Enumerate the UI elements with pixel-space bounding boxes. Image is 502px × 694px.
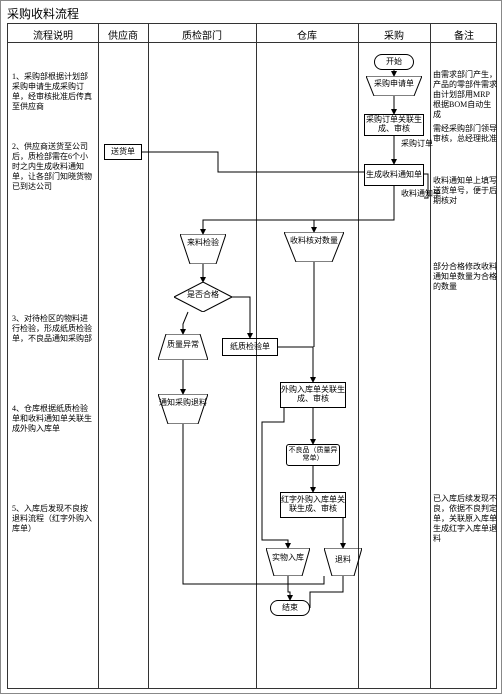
col-divider	[148, 24, 149, 688]
swimlane-grid: 流程说明 供应商 质检部门 仓库 采购 备注 1、采购部根据计划部采购申请生成采…	[7, 23, 497, 689]
step-desc-1: 1、采购部根据计划部采购申请生成采购订单，经审核批准后传真至供应商	[12, 72, 94, 112]
col-header: 采购	[358, 27, 430, 42]
label: 采购申请单	[366, 80, 422, 89]
note-1: 由需求部门产生，产品的零部件需求由计划部用MRP根据BOM自动生成	[433, 70, 497, 120]
label: 结束	[282, 604, 298, 613]
col-divider	[430, 24, 431, 688]
label: 退料	[324, 556, 362, 565]
col-header: 供应商	[98, 27, 148, 42]
process-po-generate: 采购订单关联生成、审核	[364, 114, 424, 136]
terminator-start: 开始	[374, 54, 414, 70]
start-label: 开始	[386, 58, 402, 67]
note-4: 部分合格修改收料通知单数量为合格的数量	[433, 262, 497, 292]
process-return: 退料	[324, 548, 362, 576]
label: 是否合格	[174, 291, 232, 300]
label: 实物入库	[266, 554, 310, 563]
step-desc-3: 3、对待检区的物料进行检验，形成纸质检验单，不良品通知采购部	[12, 314, 94, 344]
step-desc-2: 2、供应商送货至公司后，质检部需在6个小时之内生成收料通知单，让各部门知晓货物已…	[12, 142, 94, 192]
doc-receive-notice-label: 收料通知单	[401, 188, 447, 199]
process-check-qty: 收料核对数量	[284, 232, 344, 262]
doc-po-label: 采购订单	[401, 138, 447, 149]
step-desc-4: 4、仓库根据纸质检验单和收料通知单关联生成外购入库单	[12, 404, 94, 434]
doc-inspection-report: 纸质检验单	[222, 338, 278, 356]
decision-pass: 是否合格	[174, 282, 232, 312]
label: 通知采购退料	[158, 399, 208, 408]
label: 外购入库单关联生成、审核	[281, 386, 345, 404]
label: 质量异常	[158, 341, 208, 350]
col-header: 流程说明	[8, 27, 98, 42]
process-iqc: 来料检验	[180, 234, 226, 264]
label: 红字外购入库单关联生成、审核	[281, 496, 345, 514]
col-header: 备注	[430, 27, 498, 42]
process-notify-return: 通知采购退料	[158, 394, 208, 424]
terminator-end: 结束	[270, 600, 310, 616]
label: 纸质检验单	[230, 343, 270, 352]
col-divider	[358, 24, 359, 688]
step-desc-5: 5、入库后发现不良按退料流程（红字外购入库单）	[12, 504, 94, 534]
process-red-inbound: 红字外购入库单关联生成、审核	[280, 492, 346, 518]
col-header: 质检部门	[148, 27, 256, 42]
process-quality-bad: 质量异常	[158, 334, 208, 360]
process-put-in-stock: 实物入库	[266, 548, 310, 576]
col-divider	[98, 24, 99, 688]
doc-purchase-request: 采购申请单	[366, 76, 422, 96]
process-receive-notice-gen: 生成收料通知单	[364, 164, 424, 186]
label: 采购订单关联生成、审核	[365, 116, 423, 134]
label: 送货单	[111, 148, 135, 157]
page-title: 采购收料流程	[7, 5, 79, 22]
label: 生成收料通知单	[366, 171, 422, 180]
page-root: 采购收料流程 流程说明 供应商 质检部门 仓库 采购 备注 1、采购部根据计划部…	[0, 0, 502, 694]
label: 收料核对数量	[284, 237, 344, 246]
connectors	[8, 24, 498, 690]
col-divider	[256, 24, 257, 688]
label: 来料检验	[180, 239, 226, 248]
doc-defect: 不良品（质量异常单）	[286, 444, 340, 466]
label: 不良品（质量异常单）	[287, 447, 339, 462]
header-divider	[8, 42, 496, 43]
doc-delivery-note: 送货单	[104, 144, 142, 160]
note-5: 已入库后续发现不良，依据不良判定单，关联原入库单生成红字入库单退料	[433, 494, 497, 544]
process-inbound-gen: 外购入库单关联生成、审核	[280, 382, 346, 408]
col-header: 仓库	[256, 27, 358, 42]
